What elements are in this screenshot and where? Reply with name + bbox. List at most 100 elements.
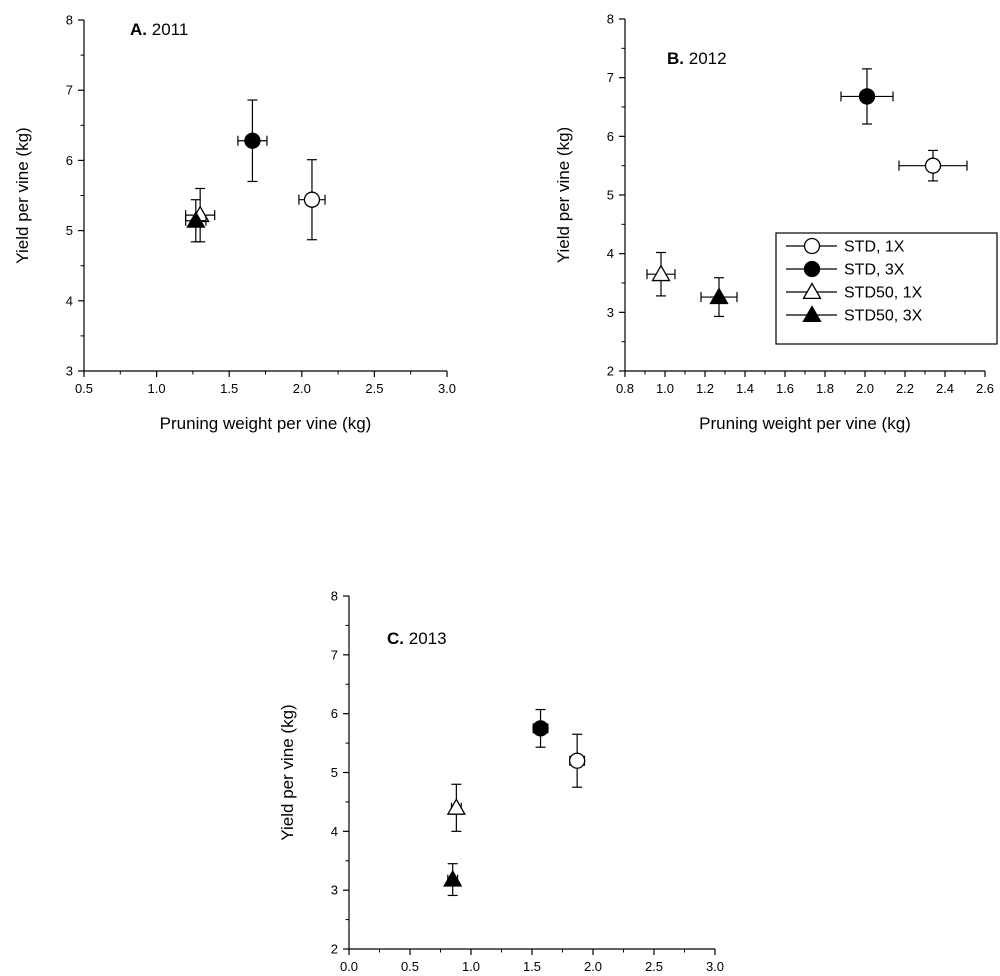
y-tick-label: 2 [331,942,338,957]
x-tick-label: 1.0 [656,381,674,396]
panel-c: 0.00.51.01.52.02.53.02345678Pruning weig… [278,589,724,975]
y-tick-label: 5 [607,188,614,203]
panel-year: 2013 [409,629,447,648]
legend-entry: STD50, 3X [786,305,923,325]
series-a-1 [237,99,268,183]
series-b-0 [898,149,968,182]
panel-letter-dot: . [399,629,404,648]
x-tick-label: 2.2 [896,381,914,396]
panel-tag: A. 2011 [130,20,188,39]
legend-marker [803,260,821,278]
series-c-0 [568,733,586,788]
y-tick-label: 2 [607,364,614,379]
legend-label: STD50, 3X [844,308,923,325]
y-tick-label: 8 [607,12,614,27]
y-tick-label: 8 [331,589,338,604]
data-point [532,720,549,737]
x-tick-label: 0.5 [75,381,93,396]
y-tick-label: 3 [607,305,614,320]
x-axis-label: Pruning weight per vine (kg) [699,414,911,433]
legend-entry: STD, 3X [786,260,905,279]
data-point [568,752,586,769]
y-tick-label: 5 [66,223,73,238]
y-tick-label: 6 [607,129,614,144]
y-tick-label: 4 [607,246,614,261]
panel-letter: B [667,49,679,68]
x-tick-label: 1.6 [776,381,794,396]
series-c-1 [532,708,549,748]
legend-label: STD, 3X [844,262,905,279]
x-tick-label: 0.8 [616,381,634,396]
data-point [443,869,463,887]
legend-entry: STD50, 1X [786,282,923,302]
x-tick-label: 0.0 [340,959,358,971]
panel-tag: C. 2013 [387,629,447,648]
x-tick-label: 2.0 [293,381,311,396]
legend-label: STD, 1X [844,239,905,256]
data-point [446,797,466,815]
x-axis-label: Pruning weight per vine (kg) [160,414,372,433]
legend-marker [803,237,821,255]
legend-marker [802,282,822,300]
x-tick-label: 2.4 [936,381,954,396]
y-tick-label: 7 [607,70,614,85]
series-a-2 [185,187,216,243]
x-tick-label: 2.0 [856,381,874,396]
panel-year: 2011 [152,20,189,39]
legend-label: STD50, 1X [844,285,923,302]
x-tick-label: 1.5 [220,381,238,396]
series-b-1 [840,68,894,125]
y-axis-label: Yield per vine (kg) [13,127,32,263]
legend-marker [802,305,822,323]
y-tick-label: 3 [331,883,338,898]
x-tick-label: 2.0 [584,959,602,971]
series-b-2 [646,251,676,297]
y-axis-label: Yield per vine (kg) [278,704,297,840]
panel-a: 0.5 1.0 1.5 2.0 2.5 3.0 3 4 5 6 7 8 Pruning weight p… [13,13,456,434]
x-tick-label: 1.4 [736,381,754,396]
data-point [303,191,321,208]
x-tick-label: 1.5 [523,959,541,971]
legend: STD, 1X STD, 3X STD50, 1X STD50, 3X [775,232,998,345]
series-c-2 [446,783,466,832]
y-tick-label: 3 [66,364,73,379]
x-tick-label: 1.8 [816,381,834,396]
x-tick-label: 3.0 [438,381,456,396]
panel-letter-dot: . [142,20,147,39]
x-tick-label: 1.2 [696,381,714,396]
y-tick-label: 6 [331,706,338,721]
data-point [709,287,729,305]
panel-letter-dot: . [679,49,684,68]
y-tick-label: 5 [331,765,338,780]
y-tick-label: 4 [66,293,73,308]
legend-entry: STD, 1X [786,237,905,256]
y-axis-label: Yield per vine (kg) [554,127,573,263]
x-tick-label: 1.0 [462,959,480,971]
data-point [651,264,671,282]
panel-letter: C [387,629,399,648]
y-tick-label: 6 [66,153,73,168]
data-point [858,88,876,105]
panel-b: 0.8 1.0 1.2 1.4 1.6 1.8 2.0 2.2 2.4 2.6 2 3 4 5 6 7 8 Pru… [554,12,994,434]
series-b-3 [700,277,738,318]
x-tick-label: 2.5 [645,959,663,971]
panel-letter: A [130,20,142,39]
x-tick-label: 2.6 [976,381,994,396]
series-a-3 [185,199,207,243]
panel-tag: B. 2012 [667,49,727,68]
y-tick-label: 8 [66,13,73,28]
data-point [244,132,261,149]
y-tick-label: 4 [331,824,338,839]
panel-year: 2012 [689,49,727,68]
x-tick-label: 0.5 [401,959,419,971]
x-tick-label: 1.0 [148,381,166,396]
x-tick-label: 2.5 [365,381,383,396]
data-point [924,157,942,174]
series-a-0 [298,159,326,241]
data-point [186,210,206,228]
series-c-3 [443,863,463,897]
x-tick-label: 3.0 [706,959,724,971]
y-tick-label: 7 [66,83,73,98]
